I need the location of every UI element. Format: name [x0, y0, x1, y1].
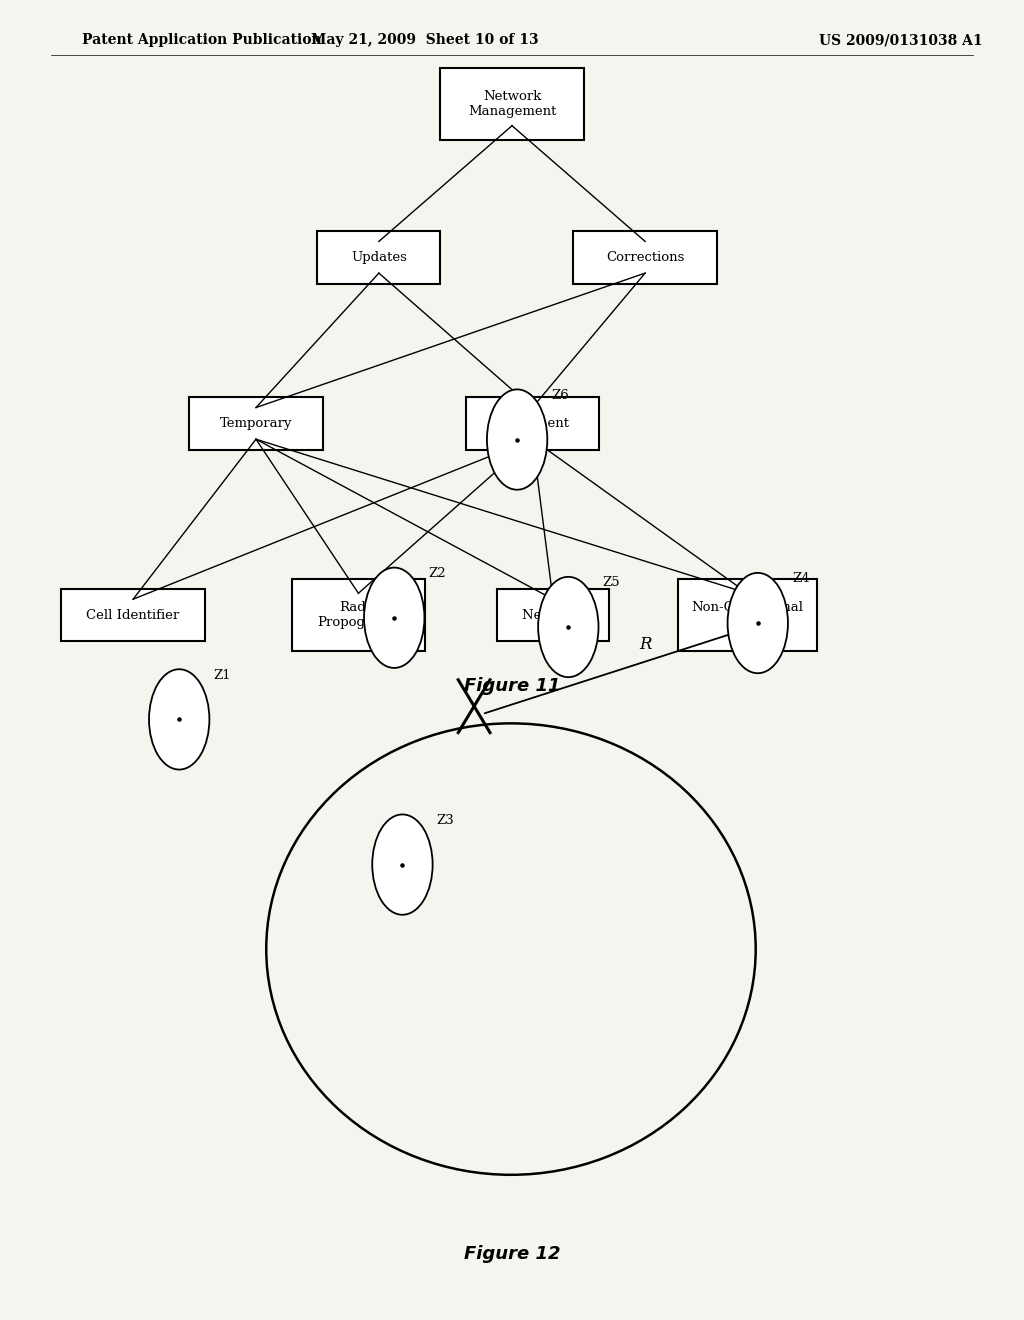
Text: US 2009/0131038 A1: US 2009/0131038 A1 [819, 33, 983, 48]
Text: Network
Management: Network Management [468, 90, 556, 117]
Text: Cell Identifier: Cell Identifier [86, 609, 180, 622]
Text: Z1: Z1 [213, 669, 231, 682]
Text: Z5: Z5 [602, 577, 621, 589]
Ellipse shape [487, 389, 547, 490]
FancyBboxPatch shape [317, 231, 440, 284]
Text: Updates: Updates [351, 251, 407, 264]
Text: Z2: Z2 [428, 568, 446, 581]
Ellipse shape [365, 568, 424, 668]
Ellipse shape [373, 814, 432, 915]
Ellipse shape [150, 669, 209, 770]
Text: Figure 12: Figure 12 [464, 1245, 560, 1263]
FancyBboxPatch shape [573, 231, 717, 284]
Text: Non-Operational
Cell: Non-Operational Cell [691, 601, 804, 630]
FancyBboxPatch shape [497, 589, 609, 642]
Text: Temporary: Temporary [220, 417, 292, 430]
Text: Z6: Z6 [551, 389, 569, 401]
Text: R: R [639, 636, 651, 653]
Text: Figure 11: Figure 11 [464, 677, 560, 696]
Text: Patent Application Publication: Patent Application Publication [82, 33, 322, 48]
Text: Z3: Z3 [436, 814, 455, 826]
FancyBboxPatch shape [466, 397, 599, 450]
FancyBboxPatch shape [292, 578, 425, 651]
FancyBboxPatch shape [678, 578, 817, 651]
Text: Corrections: Corrections [606, 251, 684, 264]
Text: New Cell: New Cell [522, 609, 584, 622]
FancyBboxPatch shape [61, 589, 205, 642]
Ellipse shape [539, 577, 598, 677]
Text: May 21, 2009  Sheet 10 of 13: May 21, 2009 Sheet 10 of 13 [311, 33, 539, 48]
Text: Permanent: Permanent [496, 417, 569, 430]
Text: Z4: Z4 [792, 573, 810, 586]
FancyBboxPatch shape [440, 67, 584, 140]
Text: Radio
Propogation: Radio Propogation [317, 601, 399, 630]
FancyBboxPatch shape [189, 397, 323, 450]
Ellipse shape [728, 573, 787, 673]
